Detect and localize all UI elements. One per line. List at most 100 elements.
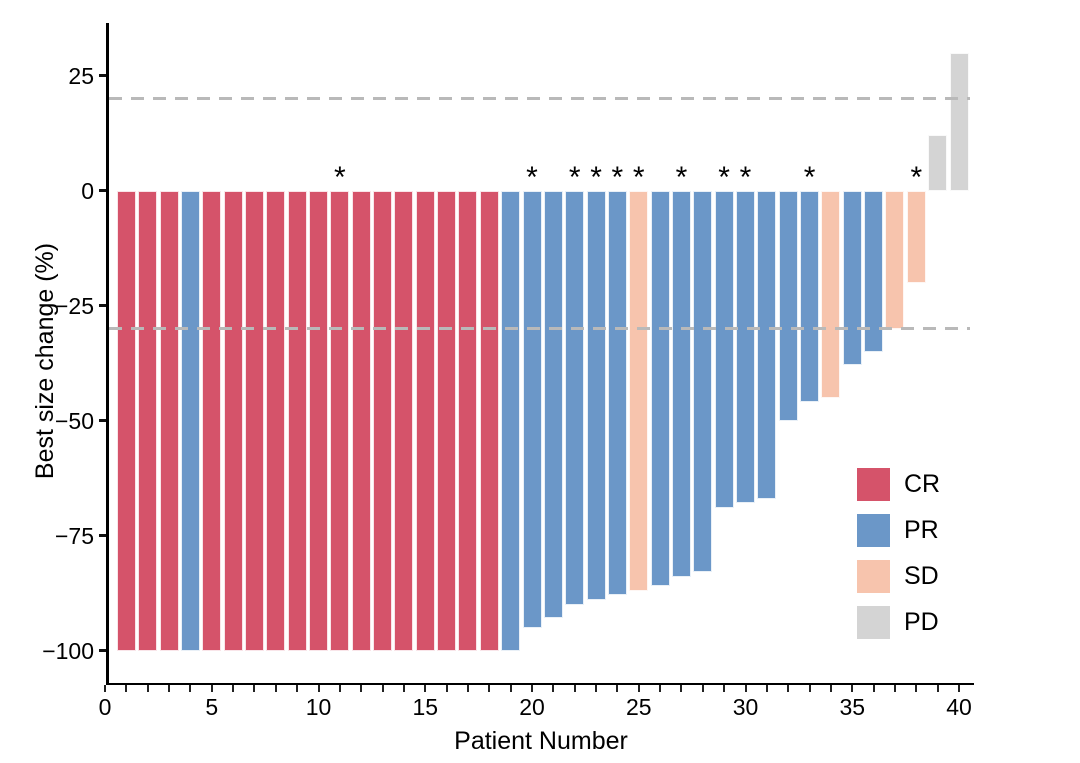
star-marker-patient-20: *	[526, 161, 538, 194]
y-tick--25	[99, 304, 106, 307]
x-tick-22	[573, 685, 576, 692]
bar-patient-15	[415, 190, 435, 651]
bar-patient-7	[244, 190, 264, 651]
bar-patient-35	[842, 190, 862, 366]
x-tick-1	[125, 685, 128, 692]
bar-patient-21	[543, 190, 563, 619]
legend-swatch-PD	[857, 606, 890, 639]
x-tick-label-10: 10	[305, 694, 332, 720]
star-marker-patient-22: *	[568, 161, 581, 194]
y-tick-label--100: −100	[42, 637, 94, 664]
bar-patient-17	[458, 190, 478, 651]
y-tick-label-25: 25	[68, 62, 94, 89]
x-tick-13	[381, 685, 384, 692]
bar-patient-5	[202, 190, 222, 651]
y-tick--100	[99, 649, 106, 652]
legend-label-CR: CR	[904, 470, 941, 498]
x-tick-label-0: 0	[98, 694, 112, 720]
x-tick-18	[488, 685, 491, 692]
x-axis-line	[106, 682, 974, 686]
x-tick-4	[189, 685, 192, 692]
bar-patient-39	[928, 135, 948, 191]
star-marker-patient-33: *	[803, 161, 816, 194]
bar-patient-13	[373, 190, 393, 651]
y-tick-25	[99, 74, 106, 77]
bar-patient-27	[671, 190, 691, 577]
x-tick-label-30: 30	[732, 694, 759, 720]
x-tick-33	[808, 685, 811, 692]
bar-patient-4	[180, 190, 200, 651]
bar-patient-9	[287, 190, 307, 651]
x-tick-36	[872, 685, 875, 692]
x-tick-25	[637, 685, 640, 692]
bar-patient-30	[736, 190, 755, 504]
star-marker-patient-11: *	[334, 161, 346, 194]
bar-patient-33	[800, 190, 820, 403]
x-tick-40	[958, 685, 960, 692]
x-tick-7	[253, 685, 256, 692]
bar-patient-34	[821, 190, 841, 398]
y-tick-label-0: 0	[81, 177, 94, 204]
y-tick-label--25: −25	[54, 292, 94, 319]
y-tick-label--50: −50	[54, 407, 94, 434]
x-axis-title: Patient Number	[454, 727, 628, 755]
bar-patient-10	[309, 190, 328, 651]
legend-item-SD: SD	[857, 560, 940, 593]
legend-label-PR: PR	[904, 516, 939, 544]
x-tick-19	[509, 685, 512, 692]
bar-patient-24	[607, 190, 627, 596]
bar-patient-32	[778, 190, 798, 421]
legend-item-PR: PR	[857, 514, 940, 547]
x-tick-5	[210, 685, 213, 692]
bar-patient-19	[501, 190, 521, 651]
bar-patient-40	[949, 52, 969, 191]
bar-patient-18	[479, 190, 499, 651]
legend-swatch-CR	[857, 468, 890, 501]
bar-patient-14	[394, 190, 414, 651]
x-tick-15	[424, 685, 427, 692]
star-marker-patient-38: *	[910, 161, 923, 194]
legend-label-SD: SD	[904, 562, 939, 590]
x-tick-26	[659, 685, 662, 692]
star-marker-patient-24: *	[611, 161, 624, 194]
bar-patient-20	[522, 190, 542, 628]
x-tick-21	[552, 685, 555, 692]
x-tick-37	[893, 685, 896, 692]
x-tick-label-40: 40	[946, 694, 972, 720]
x-tick-24	[616, 685, 619, 692]
legend-label-PD: PD	[904, 608, 939, 636]
legend-item-PD: PD	[857, 606, 940, 639]
bar-patient-38	[906, 190, 926, 283]
star-marker-patient-27: *	[675, 161, 688, 194]
x-tick-9	[296, 685, 299, 692]
bar-patient-25	[629, 190, 649, 591]
x-tick-label-5: 5	[205, 694, 219, 720]
y-axis-title: Best size change (%)	[31, 242, 59, 480]
x-tick-35	[851, 685, 854, 692]
bar-patient-23	[586, 190, 606, 600]
x-tick-31	[765, 685, 768, 692]
bar-patient-2	[138, 190, 158, 651]
x-tick-30	[744, 685, 747, 692]
x-tick-20	[531, 685, 533, 692]
bar-patient-36	[864, 190, 884, 352]
bar-patient-1	[116, 190, 136, 651]
bar-patient-11	[330, 190, 350, 651]
x-tick-label-20: 20	[519, 694, 545, 720]
bar-patient-22	[565, 190, 585, 605]
legend-item-CR: CR	[857, 468, 940, 501]
x-tick-10	[317, 685, 320, 692]
bar-patient-26	[650, 190, 670, 587]
y-tick-0	[99, 189, 106, 192]
y-tick-label--75: −75	[54, 522, 94, 549]
y-tick--75	[99, 534, 106, 537]
bar-patient-6	[223, 190, 243, 651]
bar-patient-8	[266, 190, 286, 651]
x-tick-12	[360, 685, 363, 692]
legend-swatch-SD	[857, 560, 890, 593]
x-tick-38	[915, 685, 918, 692]
x-tick-32	[787, 685, 790, 692]
star-marker-patient-29: *	[718, 161, 730, 194]
x-tick-39	[936, 685, 939, 692]
